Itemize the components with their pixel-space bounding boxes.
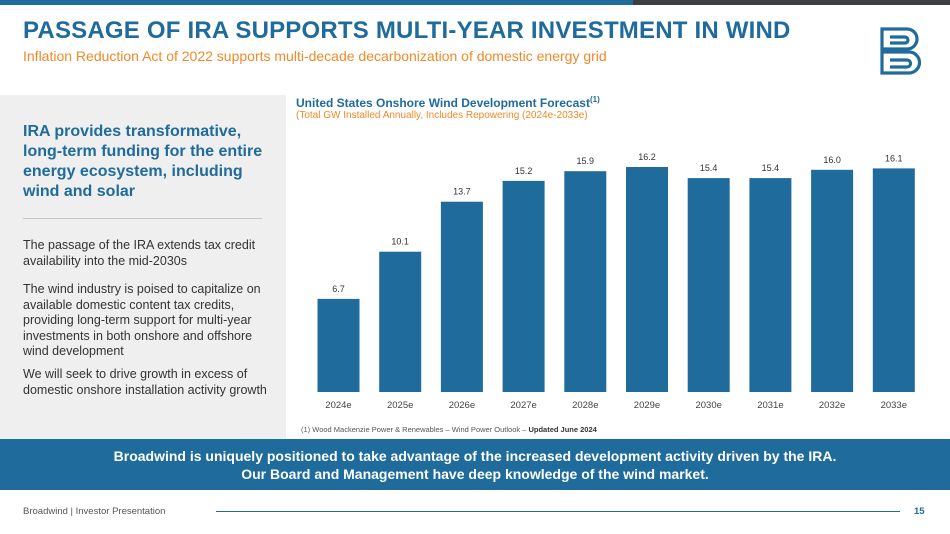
x-tick-2028e: 2028e xyxy=(572,400,598,411)
x-tick-2029e: 2029e xyxy=(634,400,660,411)
chart-title-footnote-ref: (1) xyxy=(589,95,600,104)
x-tick-2027e: 2027e xyxy=(510,400,536,411)
left-panel-divider xyxy=(23,218,262,219)
broadwind-logo-icon xyxy=(880,27,922,75)
data-label-2031e: 15.4 xyxy=(762,163,780,173)
bar-2031e xyxy=(749,178,792,392)
bar-2033e xyxy=(872,168,915,392)
page-title: PASSAGE OF IRA SUPPORTS MULTI-YEAR INVES… xyxy=(23,17,791,44)
wind-forecast-bar-chart: 6.7 2024e 10.1 2025e 13.7 2026e 15.2 2027e 15.9 2… xyxy=(317,152,915,411)
left-paragraph-3: We will seek to drive growth in excess o… xyxy=(23,367,267,397)
data-label-2033e: 16.1 xyxy=(885,153,903,163)
data-label-2027e: 15.2 xyxy=(515,166,533,176)
data-label-2024e: 6.7 xyxy=(332,284,345,294)
banner-line-2: Our Board and Management have deep knowl… xyxy=(241,466,709,482)
bar-2024e xyxy=(317,298,360,392)
footnote-updated: Updated June 2024 xyxy=(528,425,597,434)
page-number: 15 xyxy=(914,506,925,517)
bar-2027e xyxy=(502,180,545,392)
x-tick-2024e: 2024e xyxy=(325,400,351,411)
data-label-2030e: 15.4 xyxy=(700,163,718,173)
top-accent-bar-gray xyxy=(633,0,950,5)
bar-2029e xyxy=(626,167,668,392)
footer-rule xyxy=(216,511,900,512)
x-tick-2025e: 2025e xyxy=(387,400,413,411)
bar-2032e xyxy=(811,169,854,392)
data-label-2029e: 16.2 xyxy=(638,152,656,162)
bar-2028e xyxy=(564,171,607,392)
data-label-2025e: 10.1 xyxy=(391,237,409,247)
data-label-2028e: 15.9 xyxy=(577,156,595,166)
bar-2030e xyxy=(687,178,730,392)
chart-subtitle: (Total GW Installed Annually, Includes R… xyxy=(296,110,588,121)
x-tick-2032e: 2032e xyxy=(819,400,845,411)
left-panel-heading: IRA provides transformative, long-term f… xyxy=(23,123,263,200)
x-tick-2026e: 2026e xyxy=(449,400,475,411)
data-label-2026e: 13.7 xyxy=(453,187,471,197)
x-tick-2033e: 2033e xyxy=(881,400,907,411)
x-tick-2031e: 2031e xyxy=(757,400,783,411)
left-paragraph-1: The passage of the IRA extends tax credi… xyxy=(23,238,256,268)
data-label-2032e: 16.0 xyxy=(823,155,841,165)
banner-line-1: Broadwind is uniquely positioned to take… xyxy=(113,448,837,464)
left-paragraph-2: The wind industry is poised to capitaliz… xyxy=(23,282,261,358)
bar-2026e xyxy=(440,201,483,392)
page-subtitle: Inflation Reduction Act of 2022 supports… xyxy=(23,48,607,64)
chart-title: United States Onshore Wind Development F… xyxy=(296,95,600,110)
x-tick-2030e: 2030e xyxy=(695,400,721,411)
footer-label: Broadwind | Investor Presentation xyxy=(23,506,166,517)
left-info-panel xyxy=(0,95,286,439)
bar-2025e xyxy=(379,251,422,392)
callout-banner: Broadwind is uniquely positioned to take… xyxy=(0,439,950,490)
chart-footnote: (1) Wood Mackenzie Power & Renewables – … xyxy=(301,425,597,434)
top-accent-bar-blue xyxy=(0,0,633,5)
